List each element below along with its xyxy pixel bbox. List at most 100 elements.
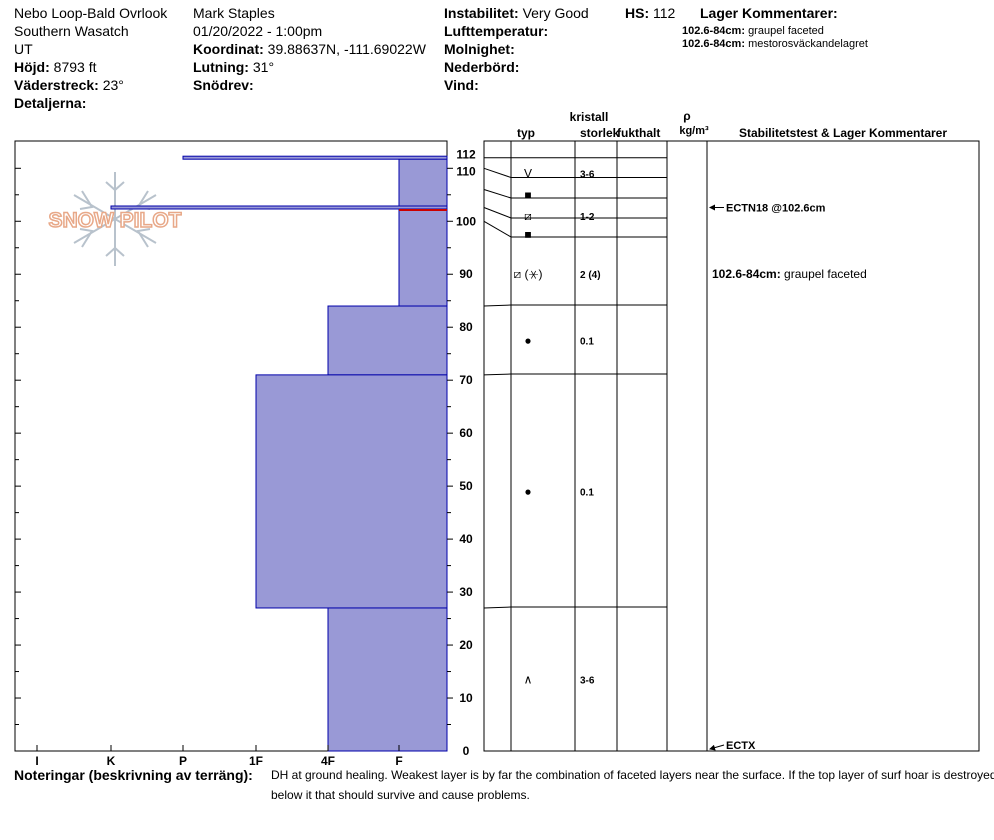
cloud-label: Molnighet:: [444, 41, 515, 57]
layer-comment-text: mestorosväckandelagret: [748, 38, 868, 50]
y-axis-label: 70: [459, 373, 473, 387]
crystal-symbol: ●: [524, 333, 531, 347]
notes-line-1: DH at ground healing. Weakest layer is b…: [271, 768, 994, 782]
aspect-label: Väderstreck:: [14, 77, 99, 93]
test-arrow: [709, 744, 725, 751]
crystal-symbol: ⧄ (⚹): [514, 267, 543, 281]
y-axis-label: 30: [459, 585, 473, 599]
thin-layer-bar: [110, 205, 448, 210]
y-axis-label: 90: [459, 267, 473, 281]
snowflake-icon: [73, 172, 157, 266]
notes-line-2: below it that should survive and cause p…: [271, 788, 530, 802]
boundary-connector: [483, 373, 512, 376]
hs-label: HS:: [625, 5, 650, 21]
location-name: Nebo Loop-Bald Ovrlook: [14, 5, 168, 21]
crystal-size: 0.1: [580, 336, 594, 347]
hardness-label: P: [179, 754, 187, 768]
hs-value: 112: [653, 5, 676, 21]
stability-test-label: ECTX: [726, 740, 756, 752]
mountain-range: Southern Wasatch: [14, 23, 129, 39]
layer-comment-range: 102.6-84cm:: [682, 38, 745, 50]
hardness-label: I: [35, 754, 38, 768]
stability-test-label: ECTN18 @102.6cm: [726, 202, 826, 214]
hardness-layer-bar: [327, 607, 448, 752]
y-axis-label: 0: [463, 744, 470, 758]
crystal-symbol: ∧: [524, 672, 533, 686]
column-header-stability: Stabilitetstest & Lager Kommentarer: [739, 126, 947, 140]
hardness-layer-bar: [398, 157, 448, 307]
crystal-size: 3-6: [580, 170, 595, 181]
column-header-rho: ρ: [683, 109, 690, 123]
y-axis-label: 100: [456, 214, 476, 228]
y-axis-label: 112: [456, 148, 476, 162]
column-header-type: typ: [517, 126, 535, 140]
coordinates-row: Koordinat: 39.88637N, -111.69022W: [193, 41, 426, 57]
logo-text: SNOW PILOT: [49, 209, 182, 232]
coordinates-value: 39.88637N, -111.69022W: [267, 41, 426, 57]
layer-comment-in-table: 102.6-84cm: graupel faceted: [712, 267, 867, 281]
drift-label: Snödrev:: [193, 77, 254, 93]
boundary-connector: [483, 189, 512, 199]
column-header-kristall: kristall: [570, 110, 609, 124]
y-axis-label: 20: [459, 638, 473, 652]
state: UT: [14, 41, 33, 57]
snow-profile-chart: SNOW PILOT I K P 1F 4F F 0 10 20 30 40 50 60 70 80 90 1…: [14, 109, 980, 768]
hardness-label: K: [107, 754, 116, 768]
crystal-symbol: ■: [524, 228, 531, 242]
snowpilot-logo: SNOW PILOT: [48, 172, 182, 266]
hardness-layer-bar: [327, 305, 448, 376]
instability-label: Instabilitet:: [444, 5, 519, 21]
crystal-size: 3-6: [580, 675, 595, 686]
crystal-symbol: V: [524, 167, 532, 181]
boundary-connector: [483, 207, 512, 219]
notes-label: Noteringar (beskrivning av terräng):: [14, 767, 253, 783]
crystal-symbol: ●: [524, 484, 531, 498]
hardness-label: 4F: [321, 754, 335, 768]
details-label: Detaljerna:: [14, 95, 87, 111]
y-axis-label: 50: [459, 479, 473, 493]
comment-range: 102.6-84cm:: [712, 267, 784, 281]
observer: Mark Staples: [193, 5, 275, 21]
elevation-label: Höjd:: [14, 59, 50, 75]
wind-label: Vind:: [444, 77, 479, 93]
coordinates-label: Koordinat:: [193, 41, 264, 57]
crystal-symbol: ■: [524, 188, 531, 202]
hs-row: HS: 112: [625, 5, 675, 21]
aspect-row: Väderstreck: 23°: [14, 77, 124, 93]
instability-value: Very Good: [522, 5, 589, 21]
y-axis-label: 10: [459, 691, 473, 705]
layer-table-frame: [483, 140, 980, 752]
y-axis-label: 80: [459, 320, 473, 334]
air-temp-label: Lufttemperatur:: [444, 23, 549, 39]
slope-label: Lutning:: [193, 59, 249, 75]
layer-comment: 102.6-84cm: mestorosväckandelagret: [682, 38, 868, 50]
layer-comment-text: graupel faceted: [748, 25, 824, 37]
column-header-size: storlek: [580, 126, 620, 140]
hardness-layer-bar: [255, 374, 448, 609]
boundary-connector: [483, 606, 512, 609]
slope-value: 31°: [252, 59, 275, 75]
elevation-value: 8793 ft: [53, 59, 97, 75]
layer-comment: 102.6-84cm: graupel faceted: [682, 25, 824, 37]
layer-comment-range: 102.6-84cm:: [682, 25, 745, 37]
observation-datetime: 01/20/2022 - 1:00pm: [193, 23, 323, 39]
comment-text: graupel faceted: [784, 267, 867, 281]
y-axis-label: 110: [456, 164, 476, 178]
thin-layer-bar: [182, 155, 448, 160]
column-header-density-unit: kg/m³: [679, 125, 709, 137]
crystal-size: 0.1: [580, 487, 594, 498]
instability-row: Instabilitet: Very Good: [444, 5, 589, 21]
hardness-label: 1F: [249, 754, 263, 768]
crystal-symbol: ⧄: [524, 209, 532, 223]
elevation-row: Höjd: 8793 ft: [14, 59, 96, 75]
layer-comments-title: Lager Kommentarer:: [700, 5, 838, 21]
slope-row: Lutning: 31°: [193, 59, 274, 75]
crystal-size: 2 (4): [580, 270, 601, 281]
boundary-connector: [483, 220, 512, 238]
crystal-size: 1-2: [580, 212, 595, 223]
y-axis-label: 60: [459, 426, 473, 440]
boundary-connector: [483, 167, 512, 178]
hardness-label: F: [395, 754, 402, 768]
precip-label: Nederbörd:: [444, 59, 520, 75]
boundary-connector: [483, 304, 512, 307]
